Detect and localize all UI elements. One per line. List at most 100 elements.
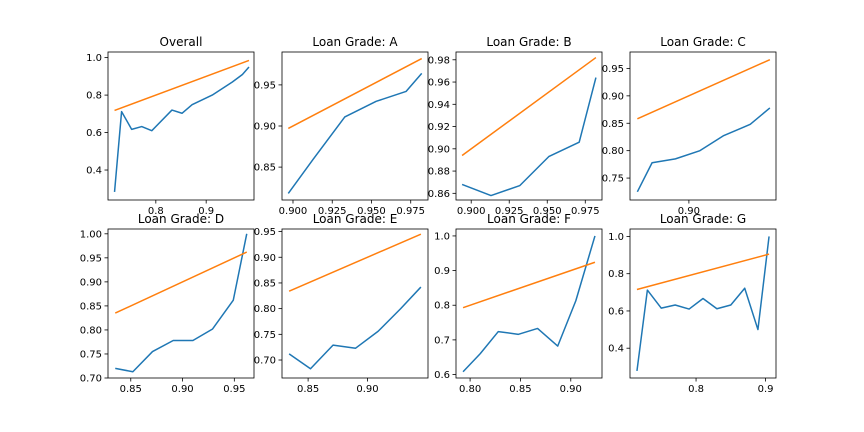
x-tick-label: 0.900 (279, 206, 308, 217)
y-tick-label: 0.4 (86, 166, 102, 177)
axes-frame (455, 228, 603, 379)
x-tick-label: 0.80 (459, 384, 481, 395)
y-tick-label: 1.0 (608, 232, 624, 243)
chart-panel: 0.90 0.75 0.80 0.85 0.90 0.95 Loan Grade: C (602, 35, 777, 217)
y-tick-label: 1.0 (86, 53, 102, 64)
calibration-line (462, 235, 596, 373)
chart-panel: 0.8 0.9 0.4 0.6 0.8 1.0 Overall (86, 35, 255, 217)
chart-panel: 0.85 0.90 0.70 0.75 0.80 0.85 0.90 0.95 Loan Gra… (254, 212, 429, 395)
x-tick-label: 0.90 (356, 384, 378, 395)
y-tick-label: 0.8 (86, 91, 102, 102)
y-tick-label: 0.96 (428, 78, 450, 89)
axes-frame (281, 228, 429, 379)
y-tick-label: 0.75 (254, 330, 276, 341)
y-tick-label: 1.0 (434, 231, 450, 242)
y-tick-label: 0.95 (80, 253, 102, 264)
panel-title: Loan Grade: F (487, 212, 571, 226)
y-tick-label: 0.9 (434, 266, 450, 277)
x-tick-label: 0.8 (688, 384, 704, 395)
calibration-line (115, 233, 248, 373)
y-tick-label: 0.85 (602, 119, 624, 130)
y-tick-label: 0.95 (254, 227, 276, 238)
panel-title: Loan Grade: E (313, 212, 398, 226)
y-tick-label: 0.90 (602, 91, 624, 102)
x-tick-label: 0.90 (171, 384, 193, 395)
y-tick-label: 0.90 (254, 253, 276, 264)
reference-line (462, 261, 596, 309)
chart-panel: 0.900 0.925 0.950 0.975 0.86 0.88 0.90 0.92 0.94… (428, 35, 603, 217)
chart-panel: 0.900 0.925 0.950 0.975 0.85 0.90 0.95 Loan Gra… (254, 35, 429, 217)
x-tick-label: 0.85 (509, 384, 531, 395)
x-tick-label: 0.950 (357, 206, 386, 217)
calibration-line (636, 236, 770, 372)
y-tick-label: 0.7 (434, 335, 450, 346)
panel-title: Loan Grade: C (660, 35, 745, 49)
axes-frame (107, 228, 255, 379)
y-tick-label: 0.75 (80, 349, 102, 360)
calibration-line (636, 107, 771, 193)
axes-frame (455, 51, 603, 201)
calibration-line (461, 77, 597, 197)
y-tick-label: 1.00 (80, 229, 102, 240)
y-tick-label: 0.85 (254, 278, 276, 289)
x-tick-label: 0.9 (198, 206, 214, 217)
y-tick-label: 0.88 (428, 167, 450, 178)
panel-title: Loan Grade: A (312, 35, 398, 49)
x-tick-label: 0.8 (148, 206, 164, 217)
y-tick-label: 0.86 (428, 189, 450, 200)
x-tick-label: 0.90 (678, 206, 700, 217)
y-tick-label: 0.80 (254, 304, 276, 315)
y-tick-label: 0.90 (254, 122, 276, 133)
x-tick-label: 0.950 (533, 206, 562, 217)
axes-frame (629, 51, 777, 201)
panel-title: Loan Grade: G (660, 212, 746, 226)
panel-title: Overall (160, 35, 203, 49)
y-tick-label: 0.80 (602, 146, 624, 157)
x-tick-label: 0.85 (297, 384, 319, 395)
y-tick-label: 0.95 (602, 64, 624, 75)
y-tick-label: 0.95 (254, 80, 276, 91)
axes-frame (107, 51, 255, 201)
panel-title: Loan Grade: D (138, 212, 224, 226)
x-tick-label: 0.925 (318, 206, 347, 217)
chart-panel: 0.8 0.9 0.4 0.6 0.8 1.0 Loan Grade: G (608, 212, 777, 395)
calibration-line (113, 66, 250, 193)
y-tick-label: 0.94 (428, 100, 450, 111)
x-tick-label: 0.900 (457, 206, 486, 217)
reference-line (114, 59, 250, 112)
y-tick-label: 0.8 (434, 301, 450, 312)
reference-line (288, 233, 422, 292)
y-tick-label: 0.70 (254, 356, 276, 367)
x-tick-label: 0.925 (495, 206, 524, 217)
calibration-line (288, 286, 422, 370)
y-tick-label: 0.98 (428, 55, 450, 66)
axes-frame (629, 228, 777, 379)
y-tick-label: 0.4 (608, 344, 624, 355)
y-tick-label: 0.8 (608, 269, 624, 280)
chart-panel: 0.85 0.90 0.95 0.70 0.75 0.80 0.85 0.90 0.95 1.00… (80, 212, 255, 395)
y-tick-label: 0.70 (80, 374, 102, 385)
chart-panel: 0.80 0.85 0.90 0.6 0.7 0.8 0.9 1.0 Loan Grade: F (434, 212, 603, 395)
reference-line (287, 57, 423, 130)
reference-line (636, 253, 770, 291)
x-tick-label: 0.85 (120, 384, 142, 395)
x-tick-label: 0.95 (223, 384, 245, 395)
reference-line (114, 251, 248, 314)
y-tick-label: 0.90 (80, 277, 102, 288)
x-tick-label: 0.975 (571, 206, 600, 217)
y-tick-label: 0.6 (86, 128, 102, 139)
calibration-line (287, 72, 423, 194)
x-tick-label: 0.90 (560, 384, 582, 395)
y-tick-label: 0.85 (254, 163, 276, 174)
x-tick-label: 0.975 (396, 206, 425, 217)
y-tick-label: 0.92 (428, 122, 450, 133)
reference-line (637, 58, 771, 120)
y-tick-label: 0.6 (434, 370, 450, 381)
y-tick-label: 0.80 (80, 325, 102, 336)
reference-line (461, 56, 597, 157)
y-tick-label: 0.90 (428, 144, 450, 155)
y-tick-label: 0.85 (80, 301, 102, 312)
y-tick-label: 0.6 (608, 306, 624, 317)
y-tick-label: 0.75 (602, 174, 624, 185)
